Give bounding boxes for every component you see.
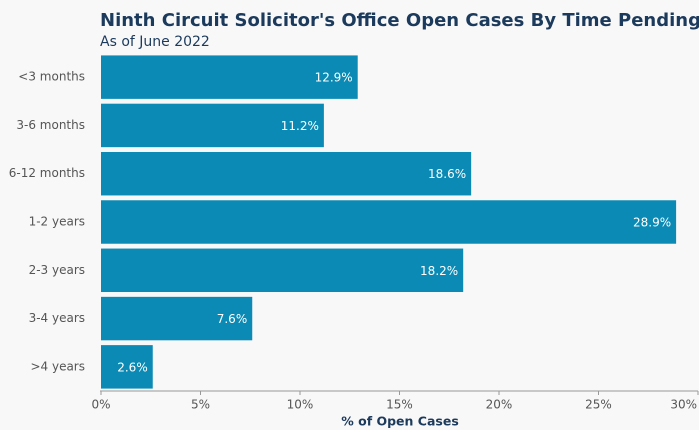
x-tick-label: 20% (486, 398, 513, 412)
value-label: 18.6% (428, 167, 466, 181)
value-label: 28.9% (633, 216, 671, 230)
bar (101, 55, 358, 99)
y-tick-label: 2-3 years (29, 263, 85, 277)
value-label: 18.2% (420, 264, 458, 278)
value-label: 11.2% (281, 119, 319, 133)
x-tick-label: 5% (191, 398, 210, 412)
value-label: 12.9% (315, 71, 353, 85)
x-axis-label: % of Open Cases (341, 414, 459, 429)
y-tick-label: 3-6 months (16, 118, 85, 132)
bar (101, 151, 472, 196)
y-tick-label: >4 years (30, 359, 85, 373)
x-tick-label: 0% (91, 398, 110, 412)
chart-title: Ninth Circuit Solicitor's Office Open Ca… (100, 10, 699, 31)
value-label: 2.6% (117, 360, 148, 374)
bar (101, 200, 677, 244)
x-tick-label: 25% (585, 398, 612, 412)
bar (101, 103, 324, 148)
bar (101, 345, 153, 389)
y-tick-label: 1-2 years (29, 215, 85, 229)
bar (101, 248, 464, 293)
value-label: 7.6% (217, 312, 248, 326)
x-tick-label: 30% (670, 398, 697, 412)
x-tick-label: 15% (386, 398, 413, 412)
bar (101, 296, 253, 341)
y-tick-label: 3-4 years (29, 311, 85, 325)
chart-subtitle: As of June 2022 (100, 34, 210, 50)
x-tick-label: 10% (287, 398, 314, 412)
y-tick-label: 6-12 months (9, 166, 85, 180)
y-tick-label: <3 months (18, 70, 85, 84)
